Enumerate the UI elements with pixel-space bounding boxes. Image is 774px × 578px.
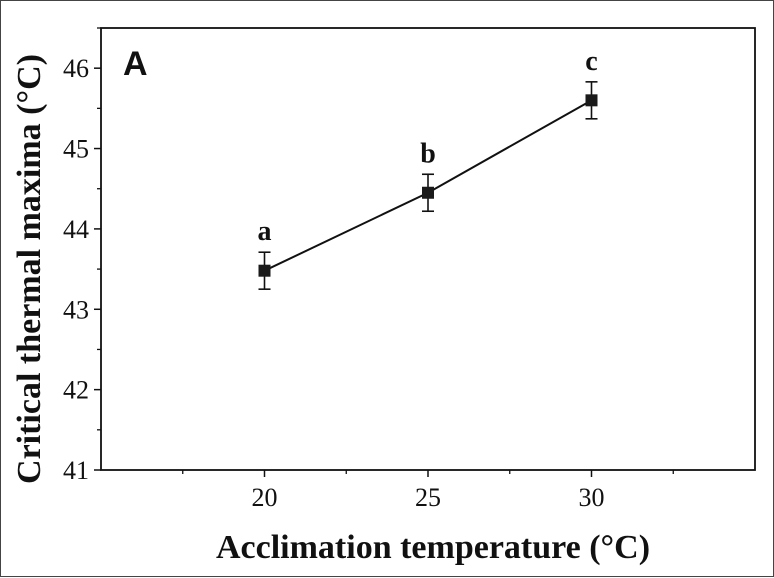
x-tick-label: 30 — [579, 483, 605, 512]
y-tick-label: 43 — [63, 295, 89, 324]
x-tick-label: 25 — [415, 483, 441, 512]
significance-label: c — [585, 46, 597, 77]
series-layer: a b c — [258, 46, 598, 290]
significance-label: b — [420, 138, 436, 169]
x-axis: 20 25 30 — [182, 470, 674, 512]
y-tick-label: 44 — [63, 215, 89, 244]
x-tick-label: 20 — [252, 483, 278, 512]
data-point — [258, 264, 271, 277]
plot-frame — [100, 27, 756, 471]
y-tick-label: 46 — [63, 54, 89, 83]
x-axis-title: Acclimation temperature (°C) — [216, 529, 650, 566]
y-tick-label: 42 — [63, 376, 89, 405]
y-axis: 41 42 43 44 45 46 — [63, 27, 101, 485]
y-tick-label: 41 — [63, 456, 89, 485]
y-tick-label: 45 — [63, 135, 89, 164]
panel-label: A — [123, 45, 148, 83]
y-axis-title: Critical thermal maxima (°C) — [11, 54, 48, 484]
data-point — [585, 94, 598, 107]
data-point — [422, 186, 434, 199]
significance-label: a — [258, 216, 272, 247]
